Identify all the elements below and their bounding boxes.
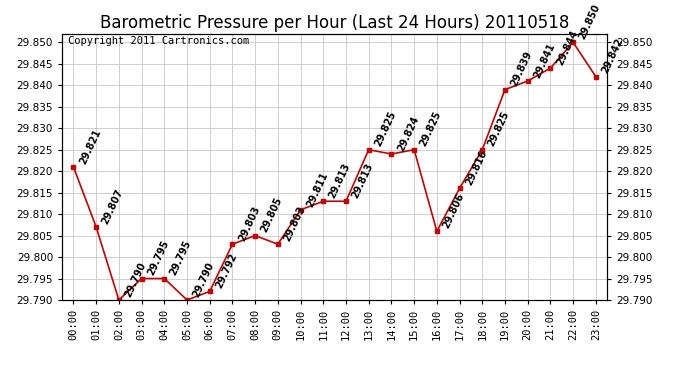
Text: 29.813: 29.813 (328, 162, 353, 200)
Text: 29.790: 29.790 (191, 260, 216, 299)
Text: 29.842: 29.842 (600, 37, 625, 75)
Text: 29.816: 29.816 (464, 148, 489, 187)
Text: 29.813: 29.813 (350, 162, 375, 200)
Text: 29.806: 29.806 (441, 192, 466, 230)
Text: 29.825: 29.825 (486, 110, 511, 148)
Text: 29.803: 29.803 (282, 204, 307, 243)
Text: 29.841: 29.841 (532, 41, 557, 80)
Text: 29.795: 29.795 (168, 239, 193, 277)
Text: 29.844: 29.844 (555, 28, 580, 67)
Text: Copyright 2011 Cartronics.com: Copyright 2011 Cartronics.com (68, 36, 249, 46)
Text: 29.807: 29.807 (100, 187, 126, 226)
Title: Barometric Pressure per Hour (Last 24 Hours) 20110518: Barometric Pressure per Hour (Last 24 Ho… (100, 14, 569, 32)
Text: 29.805: 29.805 (259, 196, 284, 234)
Text: 29.790: 29.790 (123, 260, 148, 299)
Text: 29.824: 29.824 (395, 114, 421, 153)
Text: 29.811: 29.811 (305, 170, 330, 208)
Text: 29.792: 29.792 (214, 252, 239, 290)
Text: 29.850: 29.850 (578, 3, 602, 41)
Text: 29.803: 29.803 (237, 204, 262, 243)
Text: 29.825: 29.825 (418, 110, 443, 148)
Text: 29.821: 29.821 (77, 127, 103, 165)
Text: 29.839: 29.839 (509, 50, 534, 88)
Text: 29.795: 29.795 (146, 239, 170, 277)
Text: 29.825: 29.825 (373, 110, 398, 148)
